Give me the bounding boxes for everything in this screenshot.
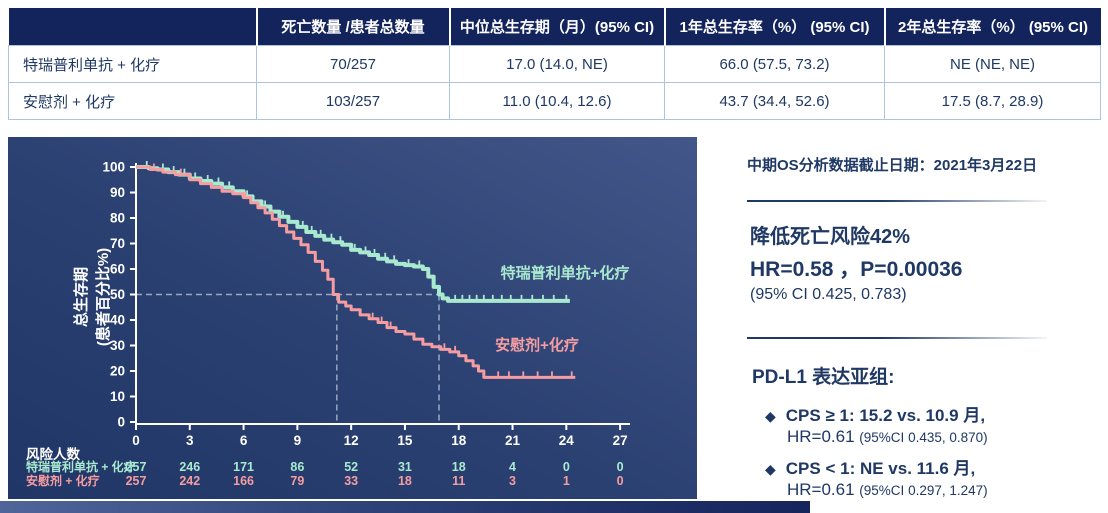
risk-count: 3 [509,474,516,488]
y-tick-label: 30 [110,338,125,353]
risk-count: 1 [563,474,570,488]
x-tick-label: 18 [451,433,467,448]
y-tick-label: 60 [110,262,125,277]
hr-ci: (95%CI 0.297, 1.247) [859,483,988,498]
x-tick-label: 27 [613,433,628,448]
stats-panel: 中期OS分析数据截止日期：2021年3月22日 降低死亡风险42% HR=0.5… [710,138,1108,499]
risk-count: 33 [344,474,358,488]
row-placebo-2yr: 17.5 (8.7, 28.9) [884,82,1101,120]
table-row: 安慰剂 + 化疗 103/257 11.0 (10.4, 12.6) 43.7 … [8,82,1101,120]
bullet-cps-lt1: ◆ CPS < 1: NE vs. 11.6 月, [765,454,975,479]
risk-count: 257 [126,474,147,488]
risk-row-label: 特瑞普利单抗 + 化疗 [26,459,136,474]
hr-value: HR=0.61 [787,427,860,446]
risk-count: 11 [452,474,465,488]
row-placebo-deaths: 103/257 [256,82,450,120]
header-1yr-os: 1年总生存率（%） (95% CI) [664,8,886,46]
risk-count: 31 [398,460,412,474]
survival-curve-placebo [136,165,576,379]
km-chart-panel: 0 10 20 30 40 50 60 70 80 90 100 0 3 6 9 12 15 18 21 24 27 总生… [8,137,697,499]
os-summary-table: 死亡数量 /患者总数量 中位总生存期（月）(95% CI) 1年总生存率（%） … [8,8,1101,120]
risk-table-title: 风险人数 [26,446,80,462]
risk-count: 0 [617,460,624,474]
y-tick-label: 100 [102,160,125,175]
x-tick-label: 9 [294,433,302,448]
diamond-bullet-icon: ◆ [765,408,776,424]
y-tick-label: 90 [110,185,125,200]
cps-ge1-hr: HR=0.61 (95%CI 0.435, 0.870) [787,427,988,447]
x-tick-label: 15 [397,433,413,448]
risk-count: 257 [126,460,147,474]
risk-count: 242 [179,474,200,488]
risk-count: 0 [617,474,624,488]
header-empty [8,8,258,46]
y-tick-label: 0 [117,415,125,430]
row-placebo-1yr: 43.7 (34.4, 52.6) [664,82,885,120]
y-tick-label: 10 [110,389,125,404]
y-tick-label: 70 [110,236,125,251]
risk-row-label: 安慰剂 + 化疗 [26,473,100,488]
risk-count: 4 [509,460,516,474]
x-tick-label: 12 [344,433,359,448]
cps-lt1-hr: HR=0.61 (95%CI 0.297, 1.247) [787,480,988,500]
y-tick-label: 50 [110,287,125,302]
row-toripalimab-deaths: 70/257 [256,45,450,83]
row-placebo-median: 11.0 (10.4, 12.6) [449,82,665,120]
y-tick-label: 80 [110,211,125,226]
hr-value: HR=0.61 [787,480,860,499]
risk-count: 18 [452,460,466,474]
header-deaths: 死亡数量 /患者总数量 [256,8,451,46]
risk-count: 52 [344,460,358,474]
y-tick-label: 20 [110,364,125,379]
risk-count: 18 [398,474,412,488]
x-tick-label: 21 [505,433,521,448]
divider [747,200,1047,202]
risk-count: 86 [290,460,304,474]
row-toripalimab-median: 17.0 (14.0, NE) [449,45,665,83]
data-cutoff-text: 中期OS分析数据截止日期：2021年3月22日 [747,157,1038,174]
x-tick-label: 3 [186,433,194,448]
risk-count: 79 [290,474,304,488]
risk-count: 0 [563,460,570,474]
table-header-row: 死亡数量 /患者总数量 中位总生存期（月）(95% CI) 1年总生存率（%） … [8,8,1101,46]
x-tick-label: 6 [240,433,248,448]
curve-label-placebo: 安慰剂+化疗 [495,336,579,354]
row-placebo-label: 安慰剂 + 化疗 [8,82,257,120]
y-axis-title-line1: 总生存期 [72,267,90,327]
hr-pvalue-text: HR=0.58 ，P=0.00036 [750,258,963,281]
cps-lt1-text: CPS < 1: NE vs. 11.6 月, [785,459,976,478]
row-toripalimab-label: 特瑞普利单抗 + 化疗 [8,45,257,83]
pdl1-subgroup-title: PD-L1 表达亚组: [752,367,895,388]
row-toripalimab-2yr: NE (NE, NE) [884,45,1101,83]
ci-text: (95% CI 0.425, 0.783) [750,286,907,303]
curve-label-toripalimab: 特瑞普利单抗+化疗 [501,264,630,282]
x-tick-label: 0 [132,433,140,448]
row-toripalimab-1yr: 66.0 (57.5, 73.2) [664,45,885,83]
divider [747,337,1047,339]
y-axis-title-line2: (患者百分比%) [94,248,112,346]
risk-count: 246 [179,460,200,474]
hr-ci: (95%CI 0.435, 0.870) [859,430,988,445]
bullet-cps-ge1: ◆ CPS ≥ 1: 15.2 vs. 10.9 月, [765,401,985,426]
x-tick-label: 24 [559,433,575,448]
table-row: 特瑞普利单抗 + 化疗 70/257 17.0 (14.0, NE) 66.0 … [8,45,1101,83]
header-median-os: 中位总生存期（月）(95% CI) [449,8,666,46]
cps-ge1-text: CPS ≥ 1: 15.2 vs. 10.9 月, [785,406,986,425]
y-tick-label: 40 [110,313,125,328]
risk-count: 171 [233,460,254,474]
header-2yr-os: 2年总生存率（%） (95% CI) [884,8,1101,46]
footer-bar [0,501,810,513]
diamond-bullet-icon: ◆ [765,461,776,477]
risk-reduction-text: 降低死亡风险42% [750,226,911,248]
risk-count: 166 [233,474,254,488]
